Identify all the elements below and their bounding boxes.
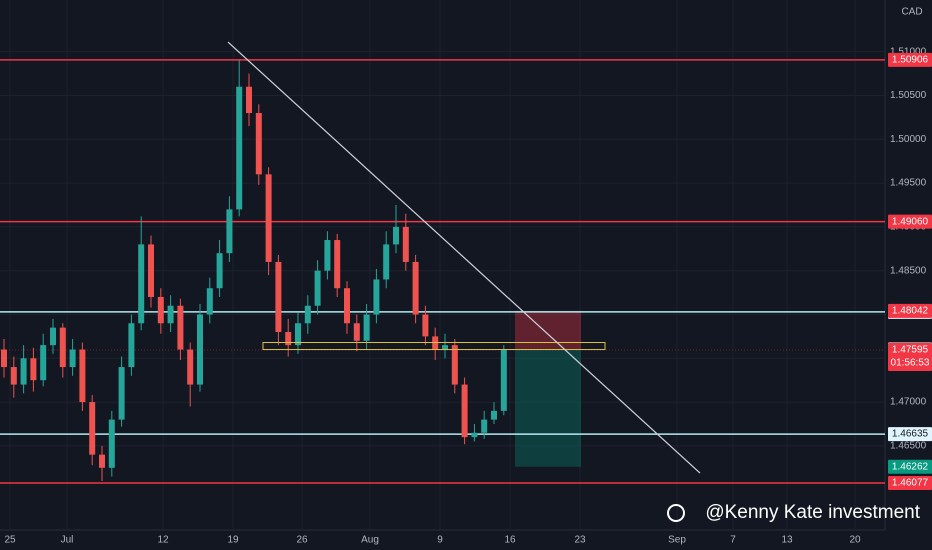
- x-tick-label: 26: [296, 535, 308, 546]
- candle-body: [59, 327, 66, 368]
- countdown: 01:56:53: [891, 358, 930, 369]
- candle-body: [246, 86, 252, 114]
- candle-body: [138, 244, 145, 324]
- candle-body: [383, 244, 390, 280]
- candle-body: [1, 349, 7, 368]
- candle-body: [295, 323, 301, 346]
- candle-body: [344, 288, 350, 324]
- x-tick-label: 9: [437, 535, 443, 546]
- watermark: @Kenny Kate investment: [705, 502, 920, 523]
- level-label: 1.46077: [892, 478, 929, 489]
- candle-body: [285, 332, 292, 346]
- y-tick-label: 1.48500: [890, 265, 927, 276]
- stop-zone: [515, 310, 581, 350]
- target-label: 1.46262: [892, 461, 929, 472]
- x-tick-label: 20: [849, 535, 861, 546]
- stop-label: 1.48042: [892, 305, 929, 316]
- x-tick-label: 7: [730, 535, 736, 546]
- y-tick-label: 1.51000: [890, 46, 927, 57]
- level-label-bg: [888, 52, 932, 67]
- y-tick-label: 1.46500: [890, 441, 927, 452]
- candle-body: [89, 402, 96, 455]
- candle-body: [187, 349, 194, 385]
- x-tick-label: 12: [157, 535, 169, 546]
- x-tick-label: 16: [504, 535, 516, 546]
- candle-body: [402, 226, 409, 262]
- candle-body: [471, 432, 478, 438]
- y-tick-label: 1.50500: [890, 90, 927, 101]
- candle-body: [69, 349, 76, 368]
- y-tick-label: 1.50000: [890, 134, 927, 145]
- candle-body: [10, 367, 17, 385]
- candle-body: [226, 209, 233, 254]
- candle-body: [363, 314, 370, 341]
- candle-body: [108, 419, 115, 468]
- candle-body: [275, 261, 282, 333]
- x-tick-label: 13: [781, 535, 793, 546]
- candle-body: [500, 349, 507, 411]
- level-label: 1.46635: [892, 429, 929, 440]
- level-label-bg: [888, 475, 932, 490]
- candle-body: [324, 240, 331, 271]
- level-label-bg: [888, 427, 932, 442]
- candle-body: [128, 323, 135, 368]
- last-price-label: 1.47595: [892, 345, 929, 356]
- candle-body: [197, 314, 203, 385]
- candle-body: [99, 454, 105, 468]
- candle-body: [40, 345, 47, 381]
- x-tick-label: Sep: [668, 535, 686, 546]
- candle-body: [236, 86, 243, 210]
- candle-body: [304, 305, 311, 324]
- currency-label: CAD: [901, 7, 922, 18]
- candle-body: [167, 305, 174, 324]
- x-tick-label: 19: [227, 535, 239, 546]
- candle-body: [314, 270, 321, 306]
- level-label-bg: [888, 214, 932, 229]
- candle-body: [451, 345, 458, 385]
- candle-body: [118, 367, 125, 420]
- x-tick-label: 23: [574, 535, 586, 546]
- candle-body: [373, 279, 380, 315]
- stop-label-bg: [888, 303, 932, 318]
- x-tick-label: Aug: [361, 535, 379, 546]
- x-tick-label: 25: [4, 535, 16, 546]
- level-label: 1.49060: [892, 216, 929, 227]
- y-tick-label: 1.47000: [890, 397, 927, 408]
- candle-body: [50, 327, 56, 346]
- watermark-logo: [667, 504, 685, 522]
- candle-body: [216, 253, 223, 289]
- candle-body: [481, 419, 488, 433]
- y-tick-label: 1.49500: [890, 178, 927, 189]
- candle-body: [353, 323, 360, 341]
- candle-body: [148, 244, 154, 297]
- candle-body: [422, 314, 429, 337]
- last-price-bg: [888, 342, 932, 371]
- support-zone: [262, 342, 606, 351]
- target-zone: [515, 349, 581, 467]
- candle-body: [334, 240, 341, 289]
- x-tick-label: Jul: [61, 535, 74, 546]
- trendline: [227, 41, 701, 474]
- target-label-bg: [888, 459, 932, 474]
- candle-body: [157, 296, 164, 324]
- candle-body: [412, 261, 419, 315]
- candle-body: [20, 358, 27, 385]
- candle-body: [177, 305, 184, 350]
- candle-body: [442, 345, 448, 350]
- level-label: 1.50906: [892, 55, 929, 66]
- candle-body: [206, 288, 213, 315]
- candle-body: [79, 349, 86, 403]
- candle-body: [393, 226, 399, 245]
- candle-body: [461, 384, 468, 438]
- candle-body: [265, 174, 272, 262]
- candle-body: [255, 113, 262, 175]
- candle-body: [491, 410, 497, 420]
- candle-body: [30, 358, 37, 381]
